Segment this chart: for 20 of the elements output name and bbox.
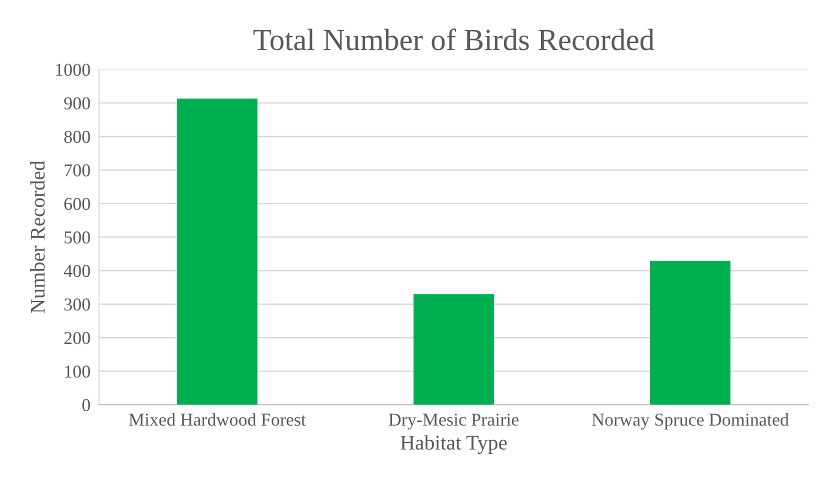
y-tick-label: 400: [64, 264, 90, 278]
bar: [650, 260, 730, 405]
y-tick-label: 0: [82, 399, 90, 412]
x-axis-title: Habitat Type: [400, 435, 507, 454]
y-tick-label: 800: [64, 130, 90, 143]
y-tick-label: 200: [64, 332, 90, 344]
x-tick-label: Norway Spruce Dominated: [592, 413, 789, 430]
y-tick-label: 500: [64, 231, 90, 244]
x-tick-label: Dry-Mesic Prairie: [388, 414, 519, 430]
chart-title: Total Number of Birds Recorded: [253, 28, 654, 50]
x-tick-label: Mixed Hardwood Forest: [129, 413, 306, 426]
bar: [414, 294, 494, 405]
y-axis-title: Number Recorded: [30, 160, 45, 314]
y-tick-label: 100: [65, 365, 90, 378]
y-tick-label: 1000: [56, 64, 90, 76]
y-tick-label: 600: [64, 198, 90, 210]
y-tick-label: 900: [64, 97, 90, 110]
y-tick-label: 300: [64, 298, 90, 311]
y-tick-label: 700: [64, 164, 90, 176]
bar: [177, 98, 258, 405]
